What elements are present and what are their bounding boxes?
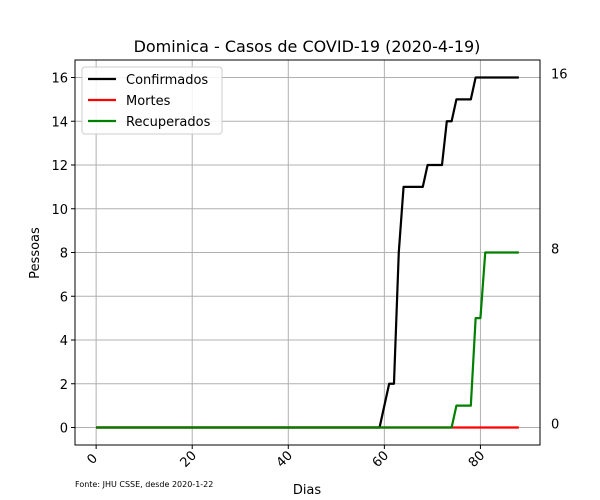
y-axis-label: Pessoas: [28, 227, 43, 279]
right-value-label: 16: [551, 68, 568, 83]
source-note: Fonte: JHU CSSE, desde 2020-1-22: [75, 480, 213, 489]
series-lines: [96, 76, 519, 429]
legend-label: Mortes: [126, 94, 171, 109]
legend: Confirmados Mortes Recuperados: [81, 66, 223, 135]
y-tick-label: 10: [51, 203, 68, 218]
chart-title: Dominica - Casos de COVID-19 (2020-4-19): [134, 37, 481, 56]
series-line-confirmados: [96, 76, 519, 429]
series-line-recuperados: [96, 251, 519, 429]
legend-label: Confirmados: [126, 73, 208, 88]
x-axis-label: Dias: [293, 483, 322, 498]
y-tick-label: 16: [51, 72, 68, 87]
y-tick-label: 8: [60, 247, 68, 262]
y-axis: 0 2 4 6 8 10 12 14 16: [51, 72, 75, 437]
grid: [75, 60, 540, 445]
right-value-label: 0: [551, 418, 559, 433]
y-tick-label: 14: [51, 115, 68, 130]
y-tick-label: 2: [60, 378, 68, 393]
y-tick-label: 0: [60, 422, 68, 437]
y-tick-label: 12: [51, 159, 68, 174]
y-tick-label: 6: [60, 290, 68, 305]
legend-box: [81, 66, 223, 135]
legend-label: Recuperados: [126, 115, 211, 130]
y-tick-label: 4: [60, 334, 68, 349]
right-value-label: 8: [551, 243, 559, 258]
